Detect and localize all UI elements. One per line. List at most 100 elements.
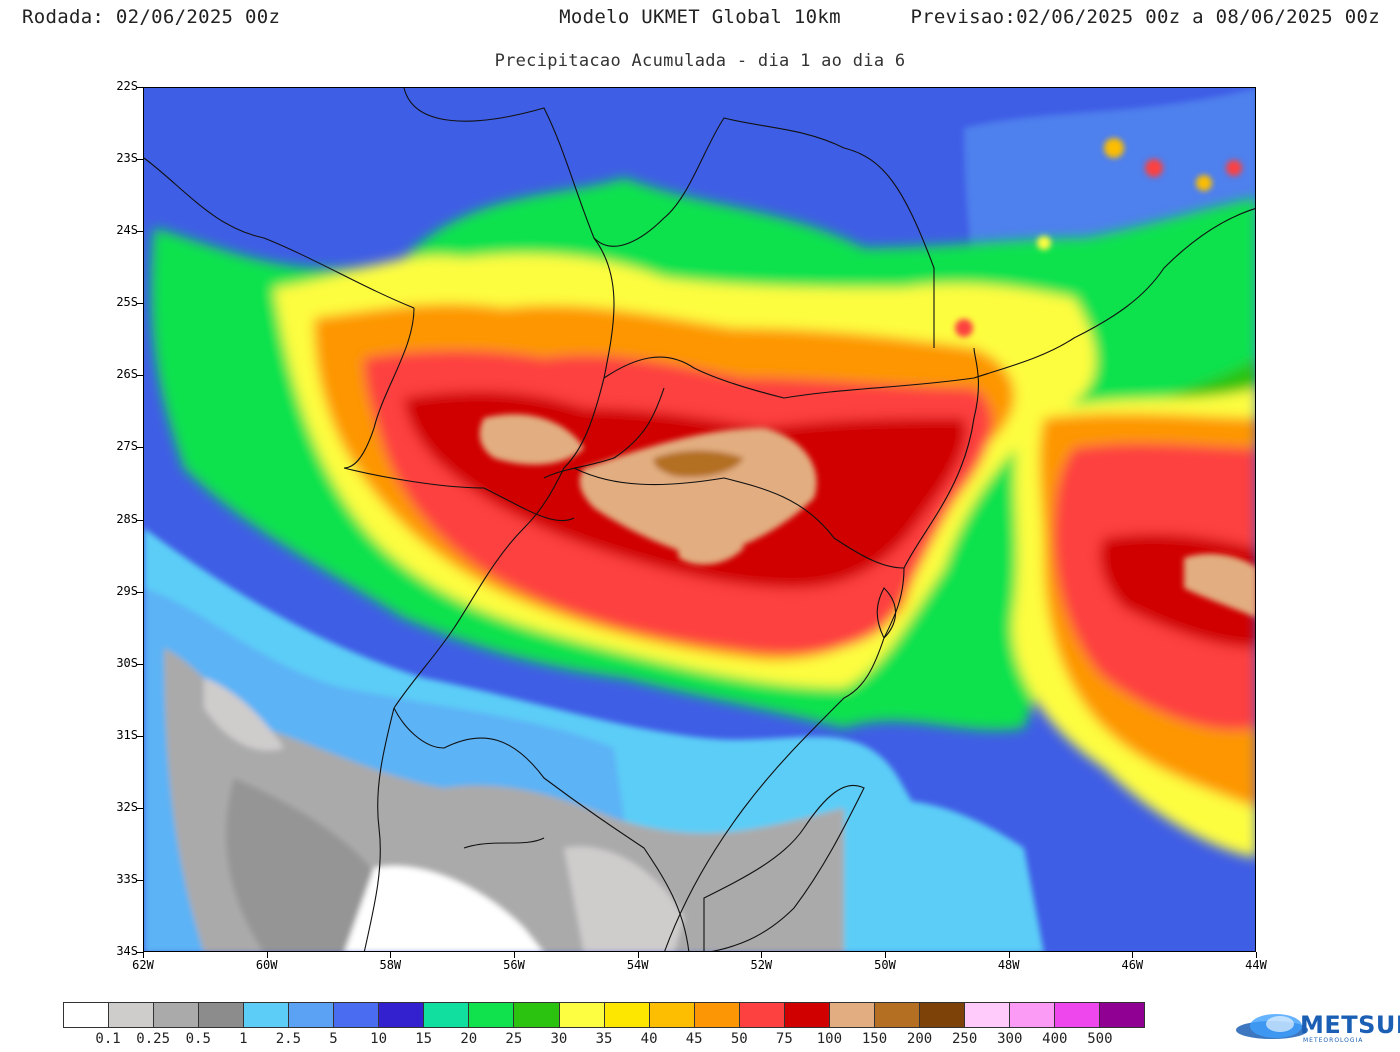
legend-value-label: 200 bbox=[906, 1031, 933, 1047]
logo-tagline: METEOROLOGIA bbox=[1303, 1037, 1364, 1044]
legend-value-label: 15 bbox=[415, 1031, 433, 1047]
legend-value-label: 20 bbox=[460, 1031, 478, 1047]
lat-tick-label: 30S bbox=[116, 655, 138, 670]
lat-tick bbox=[137, 735, 143, 737]
lat-tick-label: 31S bbox=[116, 727, 138, 742]
legend-value-label: 50 bbox=[730, 1031, 748, 1047]
legend-swatch bbox=[559, 1003, 605, 1027]
legend-swatch bbox=[244, 1003, 290, 1027]
legend-value-label: 45 bbox=[685, 1031, 703, 1047]
lon-tick bbox=[1008, 952, 1010, 958]
legend-value-label: 150 bbox=[861, 1031, 888, 1047]
lat-tick bbox=[137, 807, 143, 809]
legend-value-label: 0.25 bbox=[136, 1031, 171, 1047]
lat-tick bbox=[137, 519, 143, 521]
color-scale-legend bbox=[63, 1002, 1145, 1028]
legend-swatch bbox=[1009, 1003, 1056, 1027]
legend-swatch bbox=[154, 1003, 200, 1027]
lat-tick bbox=[137, 303, 143, 305]
run-label: Rodada: 02/06/2025 00z bbox=[22, 6, 281, 28]
lat-tick bbox=[137, 879, 143, 881]
legend-swatch bbox=[379, 1003, 425, 1027]
legend-swatch bbox=[334, 1003, 380, 1027]
legend-value-label: 30 bbox=[550, 1031, 568, 1047]
lon-tick bbox=[266, 952, 268, 958]
legend-value-label: 40 bbox=[640, 1031, 658, 1047]
legend-swatch bbox=[1055, 1003, 1101, 1027]
lat-tick bbox=[137, 159, 143, 161]
legend-swatch bbox=[784, 1003, 830, 1027]
lat-tick bbox=[137, 231, 143, 233]
lon-tick-label: 50W bbox=[874, 958, 896, 972]
logo-name: METSUL bbox=[1300, 1011, 1400, 1039]
legend-swatch bbox=[964, 1003, 1010, 1027]
lat-tick-label: 34S bbox=[116, 944, 138, 958]
lon-tick bbox=[514, 952, 515, 958]
legend-swatch bbox=[604, 1003, 650, 1027]
legend-swatch bbox=[1100, 1003, 1145, 1027]
legend-swatch bbox=[739, 1003, 785, 1027]
lat-tick bbox=[137, 663, 143, 665]
legend-value-label: 25 bbox=[505, 1031, 523, 1047]
lat-tick-label: 26S bbox=[116, 367, 138, 382]
legend-value-label: 35 bbox=[595, 1031, 613, 1047]
legend-swatch bbox=[289, 1003, 335, 1027]
lon-tick-label: 56W bbox=[503, 958, 525, 972]
lat-tick bbox=[137, 447, 143, 449]
legend-swatch bbox=[829, 1003, 875, 1027]
legend-swatch bbox=[109, 1003, 155, 1027]
lat-tick-label: 32S bbox=[116, 799, 138, 814]
legend-value-label: 500 bbox=[1087, 1031, 1113, 1047]
legend-swatch bbox=[424, 1003, 470, 1027]
legend-swatch bbox=[919, 1003, 965, 1027]
map-subtitle: Precipitacao Acumulada - dia 1 ao dia 6 bbox=[494, 51, 906, 71]
lon-tick-label: 58W bbox=[379, 958, 402, 972]
legend-value-label: 300 bbox=[997, 1031, 1023, 1047]
lon-tick-label: 52W bbox=[750, 958, 773, 972]
lat-tick-label: 25S bbox=[116, 295, 138, 310]
lon-tick-label: 48W bbox=[997, 958, 1020, 972]
political-borders bbox=[144, 88, 1255, 951]
lat-tick-label: 23S bbox=[116, 151, 138, 166]
lon-tick-label: 62W bbox=[132, 958, 154, 972]
legend-value-label: 1 bbox=[239, 1031, 248, 1047]
legend-swatch bbox=[514, 1003, 560, 1027]
legend-value-label: 0.5 bbox=[185, 1031, 211, 1047]
legend-value-label: 250 bbox=[952, 1031, 978, 1047]
lon-tick bbox=[390, 952, 392, 958]
lon-tick-label: 60W bbox=[255, 958, 278, 972]
legend-value-label: 2.5 bbox=[275, 1031, 302, 1047]
lat-tick bbox=[137, 87, 143, 88]
lat-tick-label: 22S bbox=[116, 79, 138, 93]
lon-tick bbox=[637, 952, 639, 958]
lon-tick-label: 54W bbox=[626, 958, 649, 972]
lon-tick bbox=[761, 952, 763, 958]
legend-value-label: 5 bbox=[329, 1031, 338, 1047]
forecast-period: Previsao:02/06/2025 00z a 08/06/2025 00z bbox=[910, 6, 1380, 28]
legend-value-label: 400 bbox=[1042, 1031, 1068, 1047]
legend-swatch bbox=[469, 1003, 515, 1027]
lon-tick-label: 44W bbox=[1245, 958, 1267, 972]
legend-value-label: 10 bbox=[370, 1031, 387, 1047]
lat-tick bbox=[137, 375, 143, 377]
legend-swatch bbox=[694, 1003, 740, 1027]
legend-swatch bbox=[64, 1003, 110, 1027]
lat-tick-label: 33S bbox=[116, 871, 138, 886]
lat-tick-label: 29S bbox=[116, 583, 138, 598]
legend-swatch bbox=[649, 1003, 695, 1027]
metsul-logo-icon bbox=[1236, 1014, 1308, 1039]
lon-tick bbox=[143, 952, 144, 958]
lat-tick bbox=[137, 952, 143, 953]
lon-tick bbox=[1256, 952, 1257, 958]
lon-tick bbox=[1132, 952, 1134, 958]
lat-tick-label: 28S bbox=[116, 511, 138, 526]
lat-tick-label: 24S bbox=[116, 223, 138, 238]
lon-tick bbox=[885, 952, 886, 958]
legend-value-label: 100 bbox=[816, 1031, 843, 1047]
legend-value-label: 0.1 bbox=[95, 1031, 121, 1047]
lon-tick-label: 46W bbox=[1121, 958, 1144, 972]
lat-tick-label: 27S bbox=[116, 439, 138, 454]
precipitation-field bbox=[144, 88, 1255, 951]
precipitation-map bbox=[143, 87, 1256, 952]
model-title: Modelo UKMET Global 10km bbox=[559, 6, 841, 28]
